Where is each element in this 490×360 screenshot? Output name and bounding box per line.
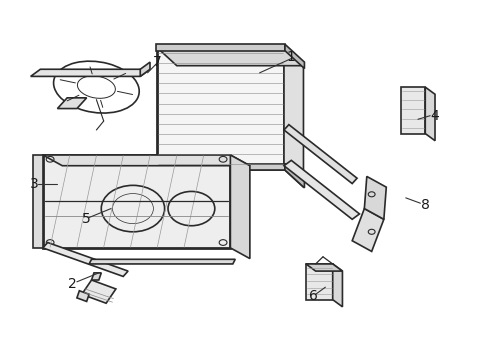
Polygon shape [77,291,89,301]
Polygon shape [43,155,250,166]
Polygon shape [92,273,101,280]
Text: 2: 2 [68,276,76,291]
Polygon shape [33,155,43,248]
Text: 6: 6 [309,289,318,303]
Polygon shape [30,69,150,76]
Polygon shape [57,98,87,109]
Polygon shape [284,125,357,184]
Text: 7: 7 [153,55,162,69]
Polygon shape [352,208,384,251]
Polygon shape [156,44,285,51]
Polygon shape [425,87,435,141]
Text: 1: 1 [287,50,296,64]
Text: 8: 8 [421,198,430,212]
Text: 3: 3 [30,176,39,190]
Polygon shape [156,163,285,170]
Polygon shape [284,48,303,187]
Polygon shape [306,264,333,300]
Polygon shape [43,243,128,276]
Polygon shape [43,155,230,248]
Polygon shape [285,44,304,68]
Text: 4: 4 [431,109,440,123]
Polygon shape [284,160,360,219]
Polygon shape [285,163,304,188]
Polygon shape [82,280,116,303]
Polygon shape [157,48,284,169]
Polygon shape [89,259,235,264]
Polygon shape [365,176,386,219]
Polygon shape [401,87,425,134]
Polygon shape [230,155,250,258]
Polygon shape [306,264,343,271]
Polygon shape [333,264,343,307]
Polygon shape [140,62,150,76]
Text: 5: 5 [82,212,91,226]
Polygon shape [157,48,303,66]
